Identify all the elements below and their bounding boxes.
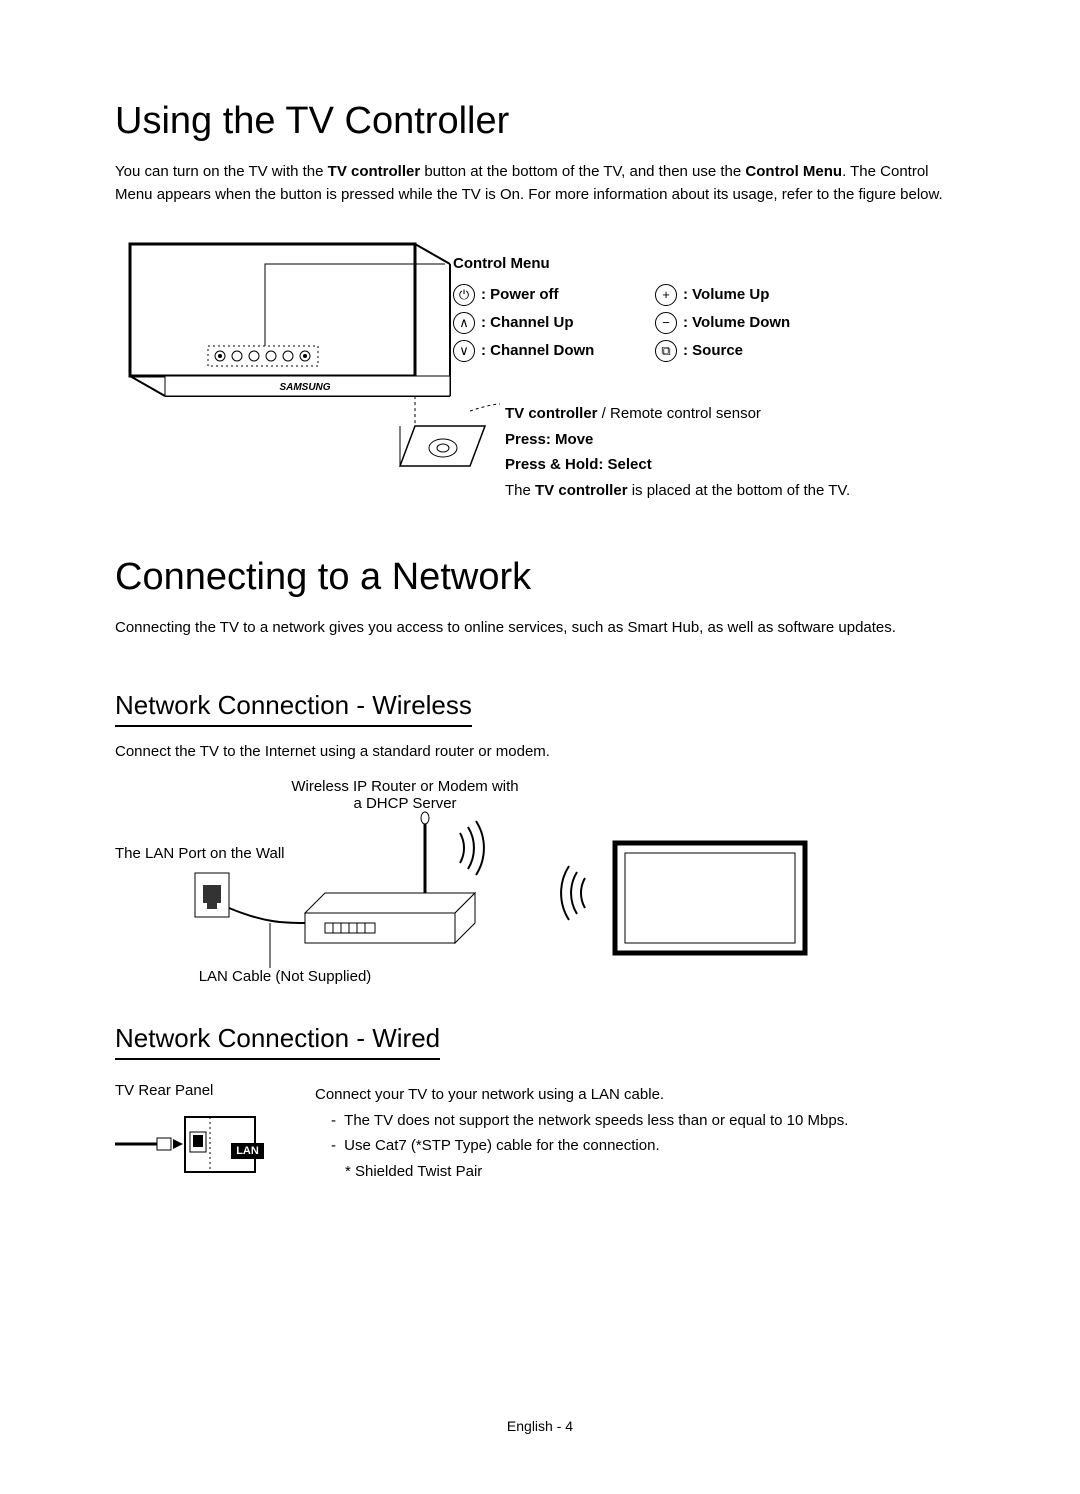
wired-left: TV Rear Panel LAN bbox=[115, 1082, 285, 1184]
controller-description: TV controller / Remote control sensor Pr… bbox=[505, 401, 850, 503]
text-bold: Control Menu bbox=[745, 163, 842, 180]
lan-badge: LAN bbox=[231, 1143, 264, 1159]
wired-intro: Connect your TV to your network using a … bbox=[315, 1082, 965, 1108]
text: You can turn on the TV with the bbox=[115, 163, 328, 180]
text: : Source bbox=[683, 342, 743, 359]
section-tv-controller: Using the TV Controller You can turn on … bbox=[115, 100, 965, 506]
wireless-diagram-svg bbox=[115, 773, 965, 993]
page-footer: English - 4 bbox=[115, 1418, 965, 1434]
text: Wireless IP Router or Modem with bbox=[291, 778, 518, 795]
section-wireless: Network Connection - Wireless Connect th… bbox=[115, 690, 965, 994]
text: a DHCP Server bbox=[353, 795, 456, 812]
footer-sep: - bbox=[553, 1418, 565, 1434]
controls-left: ⏻ : Power off ∧ : Channel Up ∨ : Channel Do… bbox=[453, 284, 594, 368]
source-icon: ⧉ bbox=[655, 340, 677, 362]
text: : Volume Up bbox=[683, 286, 769, 303]
controls-right: + : Volume Up −: Volume Down ⧉ : Source bbox=[655, 284, 790, 368]
control-menu-label: Control Menu bbox=[453, 255, 550, 272]
figure-wireless: Wireless IP Router or Modem with a DHCP … bbox=[115, 773, 965, 993]
text: Press & Hold: Select bbox=[505, 452, 850, 478]
text: : Volume Down bbox=[683, 314, 790, 331]
power-icon: ⏻ bbox=[453, 284, 475, 306]
footer-lang: English bbox=[507, 1418, 553, 1434]
wired-bullet-1: The TV does not support the network spee… bbox=[325, 1108, 965, 1134]
text: is placed at the bottom of the TV. bbox=[628, 482, 851, 499]
router-label: Wireless IP Router or Modem with a DHCP … bbox=[275, 778, 535, 812]
wired-right: Connect your TV to your network using a … bbox=[315, 1082, 965, 1184]
section-wired: Network Connection - Wired TV Rear Panel bbox=[115, 1023, 965, 1184]
intro-wireless: Connect the TV to the Internet using a s… bbox=[115, 741, 965, 764]
text: button at the bottom of the TV, and then… bbox=[420, 163, 745, 180]
heading-wireless: Network Connection - Wireless bbox=[115, 690, 472, 727]
text-bold: TV controller bbox=[505, 405, 598, 422]
lan-cable-label: LAN Cable (Not Supplied) bbox=[185, 968, 385, 985]
text: Press: Move bbox=[505, 427, 850, 453]
heading-network: Connecting to a Network bbox=[115, 556, 965, 599]
text: / Remote control sensor bbox=[598, 405, 761, 422]
lan-wall-label: The LAN Port on the Wall bbox=[115, 845, 315, 862]
samsung-logo: SAMSUNG bbox=[279, 382, 330, 393]
text-bold: TV controller bbox=[328, 163, 421, 180]
volume-up-icon: + bbox=[655, 284, 677, 306]
text: : Channel Up bbox=[481, 314, 574, 331]
figure-tv-controller: SAMSUNG bbox=[115, 226, 965, 506]
wired-note: * Shielded Twist Pair bbox=[345, 1159, 965, 1185]
text: The bbox=[505, 482, 535, 499]
heading-wired: Network Connection - Wired bbox=[115, 1023, 440, 1060]
wired-bullet-2: Use Cat7 (*STP Type) cable for the conne… bbox=[325, 1133, 965, 1159]
text: : Channel Down bbox=[481, 342, 594, 359]
text-bold: TV controller bbox=[535, 482, 628, 499]
heading-tv-controller: Using the TV Controller bbox=[115, 100, 965, 143]
intro-tv-controller: You can turn on the TV with the TV contr… bbox=[115, 161, 965, 206]
channel-up-icon: ∧ bbox=[453, 312, 475, 334]
volume-down-icon: − bbox=[655, 312, 677, 334]
text: : Power off bbox=[481, 286, 559, 303]
rear-panel-label: TV Rear Panel bbox=[115, 1082, 285, 1099]
footer-page: 4 bbox=[565, 1418, 573, 1434]
section-network: Connecting to a Network Connecting the T… bbox=[115, 556, 965, 640]
intro-network: Connecting the TV to a network gives you… bbox=[115, 617, 965, 640]
channel-down-icon: ∨ bbox=[453, 340, 475, 362]
